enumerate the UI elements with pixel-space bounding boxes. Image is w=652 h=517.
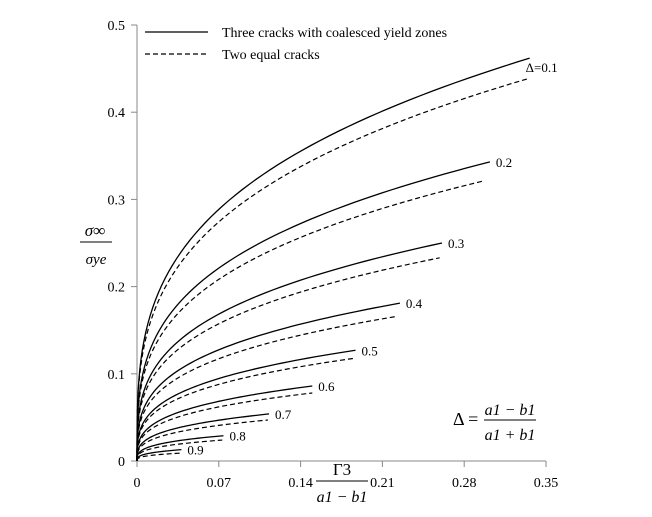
solid-curve — [136, 413, 270, 462]
solid-curve — [136, 242, 443, 462]
y-axis-label: σ∞ σye — [80, 221, 112, 268]
dashed-curve — [136, 439, 223, 462]
x-tick-label: 0 — [134, 476, 141, 491]
dashed-curve — [136, 257, 440, 462]
x-label-denominator: a1 − b1 — [317, 489, 368, 506]
solid-curve — [136, 435, 224, 462]
legend-solid-label: Three cracks with coalesced yield zones — [222, 26, 447, 41]
delta-label: 0.4 — [406, 296, 423, 311]
solid-curve — [136, 349, 356, 462]
delta-label: 0.8 — [229, 429, 245, 444]
y-label-denominator: σye — [86, 252, 107, 268]
x-tick-label: 0.21 — [370, 476, 395, 491]
delta-label: 0.5 — [362, 343, 378, 358]
formula-denominator: a1 + b1 — [485, 427, 536, 444]
delta-label: 0.7 — [275, 407, 292, 422]
delta-label: 0.3 — [448, 236, 464, 251]
formula-numerator: a1 − b1 — [485, 402, 536, 419]
dashed-curve — [136, 452, 181, 462]
delta-formula: Δ = a1 − b1 a1 + b1 — [453, 402, 536, 444]
delta-label: 0.2 — [496, 155, 512, 170]
y-tick-label: 0.5 — [108, 19, 126, 34]
y-tick-label: 0.4 — [108, 106, 126, 121]
solid-curve — [136, 385, 313, 462]
x-tick-label: 0.14 — [288, 476, 313, 491]
y-tick-label: 0.1 — [108, 368, 126, 383]
dashed-curve — [136, 419, 268, 462]
dashed-curve — [136, 357, 356, 462]
solid-curve — [136, 57, 530, 462]
solid-curve — [136, 449, 182, 462]
legend-dashed-label: Two equal cracks — [222, 48, 320, 63]
y-tick-label: 0.2 — [108, 281, 126, 296]
legend: Three cracks with coalesced yield zones … — [145, 26, 447, 63]
delta-label: 0.9 — [187, 443, 203, 458]
y-tick-label: 0.3 — [108, 193, 126, 208]
x-axis-label: Γ3 a1 − b1 — [316, 460, 368, 506]
x-tick-label: 0.35 — [534, 476, 559, 491]
dashed-curve — [136, 392, 313, 462]
x-tick-label: 0.07 — [207, 476, 232, 491]
dashed-curve — [136, 315, 398, 462]
solid-curve — [136, 161, 491, 462]
y-label-numerator: σ∞ — [85, 221, 106, 240]
y-tick-label: 0 — [118, 455, 125, 470]
x-label-numerator: Γ3 — [333, 460, 351, 479]
delta-label: 0.6 — [318, 379, 335, 394]
delta-label: Δ=0.1 — [526, 60, 558, 75]
solid-curve — [136, 302, 401, 462]
dashed-curve — [136, 77, 530, 462]
dashed-curve — [136, 180, 484, 462]
x-tick-label: 0.28 — [452, 476, 477, 491]
formula-lhs: Δ = — [453, 409, 478, 429]
